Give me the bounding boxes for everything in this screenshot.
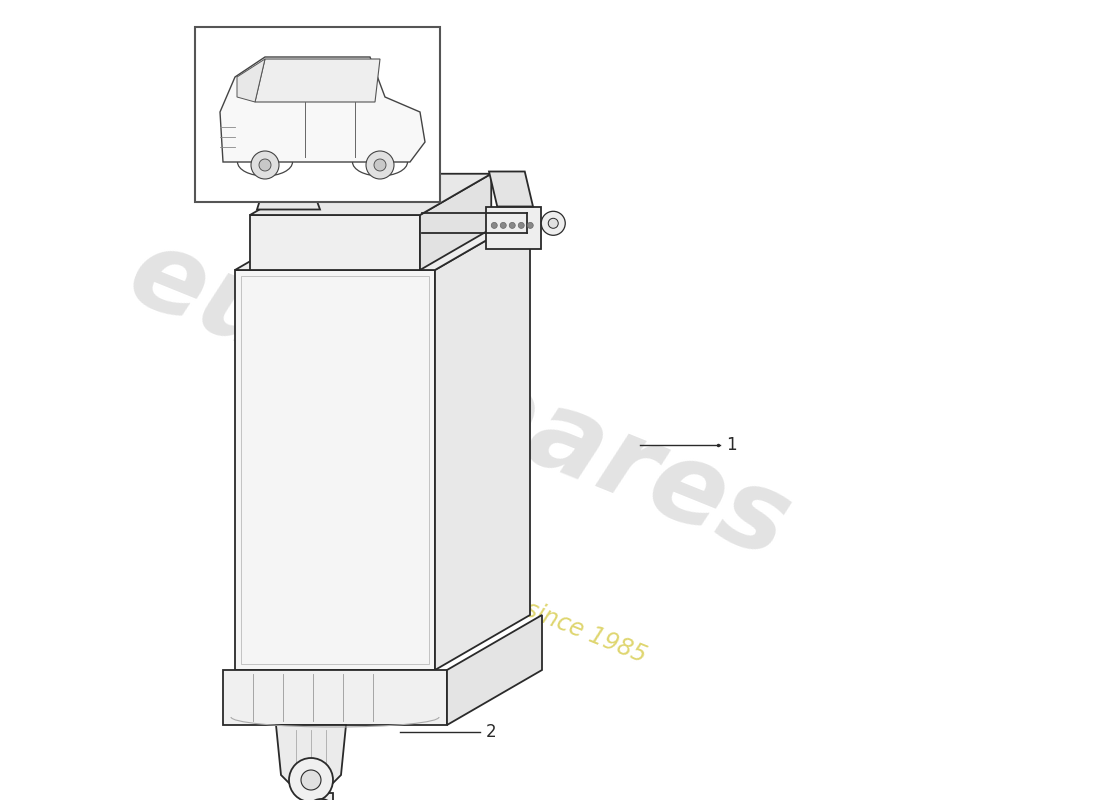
Circle shape xyxy=(289,758,333,800)
Polygon shape xyxy=(226,143,263,171)
Circle shape xyxy=(548,218,558,228)
Circle shape xyxy=(258,159,271,171)
Polygon shape xyxy=(434,215,530,670)
Circle shape xyxy=(374,159,386,171)
Polygon shape xyxy=(257,168,320,210)
Text: 2: 2 xyxy=(486,723,496,741)
Polygon shape xyxy=(195,27,440,202)
Polygon shape xyxy=(220,57,425,162)
Polygon shape xyxy=(235,270,434,670)
Polygon shape xyxy=(250,215,420,270)
Text: a passion for parts since 1985: a passion for parts since 1985 xyxy=(310,512,650,668)
Circle shape xyxy=(307,799,336,800)
Circle shape xyxy=(509,222,515,229)
Text: 1: 1 xyxy=(726,436,737,454)
Circle shape xyxy=(366,151,394,179)
Polygon shape xyxy=(255,59,380,102)
Circle shape xyxy=(270,148,300,178)
Polygon shape xyxy=(309,793,333,800)
Polygon shape xyxy=(304,94,336,109)
Circle shape xyxy=(492,222,497,229)
Polygon shape xyxy=(236,59,265,102)
Polygon shape xyxy=(235,215,530,270)
Circle shape xyxy=(301,770,321,790)
Polygon shape xyxy=(490,171,534,206)
Circle shape xyxy=(527,222,534,229)
Polygon shape xyxy=(447,615,542,725)
Text: eurospares: eurospares xyxy=(114,219,805,581)
Polygon shape xyxy=(486,206,541,249)
Circle shape xyxy=(518,222,525,229)
Polygon shape xyxy=(223,670,447,725)
Circle shape xyxy=(541,211,565,235)
Polygon shape xyxy=(420,174,492,270)
Polygon shape xyxy=(276,725,346,790)
Circle shape xyxy=(255,133,315,193)
Polygon shape xyxy=(250,174,492,215)
Circle shape xyxy=(251,151,279,179)
Circle shape xyxy=(500,222,506,229)
